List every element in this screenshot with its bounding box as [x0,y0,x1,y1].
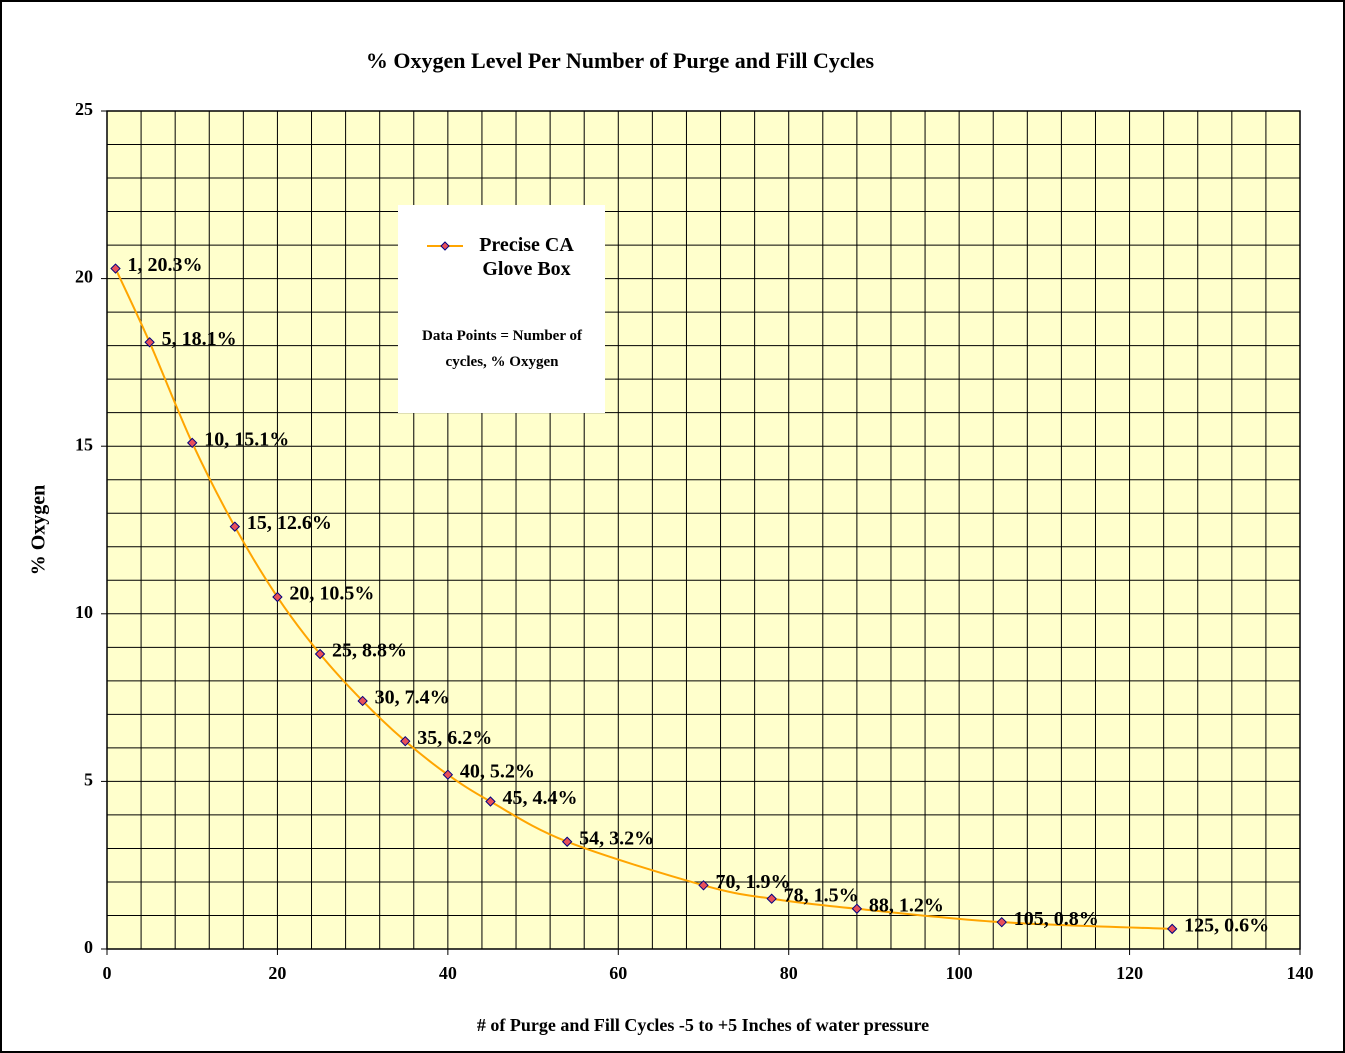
data-point [400,735,411,747]
data-label: 54, 3.2% [579,827,654,849]
data-label: 125, 0.6% [1184,914,1269,936]
x-tick-label: 80 [780,963,798,983]
legend-swatch [427,241,463,251]
x-tick-label: 100 [946,963,973,983]
data-label: 15, 12.6% [247,512,332,534]
x-tick-label: 0 [103,963,112,983]
data-point [766,893,777,904]
data-point [144,337,155,348]
data-label: 88, 1.2% [869,894,944,916]
legend-label: Precise CA Glove Box [479,234,574,280]
y-tick-label: 5 [84,770,93,790]
data-label: 70, 1.9% [716,871,791,893]
x-tick-label: 20 [268,963,286,983]
x-tick-label: 140 [1287,963,1314,983]
data-label: 35, 6.2% [417,727,492,749]
x-tick-label: 40 [439,963,457,983]
data-point [187,437,198,449]
data-point [229,521,241,532]
x-tick-label: 120 [1116,963,1143,983]
data-point [1166,923,1178,935]
y-tick-label: 0 [84,937,93,957]
data-point [561,836,573,847]
y-tick-label: 10 [75,602,93,622]
data-point [110,263,121,274]
y-tick-label: 25 [75,99,93,119]
data-point [272,591,283,603]
data-label: 25, 8.8% [332,640,407,662]
data-point [442,769,454,780]
annotation: Data Points = Number of cycles, % Oxygen [422,328,582,370]
data-point [996,916,1007,928]
y-axis-label: % Oxygen [28,485,50,576]
y-tick-label: 15 [75,434,93,454]
legend: Precise CA Glove Box Data Points = Numbe… [398,205,605,413]
plot-area [107,111,1300,949]
data-label: 105, 0.8% [1014,908,1099,930]
data-point [698,880,709,891]
data-point [485,796,496,807]
data-label: 20, 10.5% [289,583,374,605]
data-label: 30, 7.4% [375,687,450,709]
y-tick-label: 20 [75,267,93,287]
chart-title: % Oxygen Level Per Number of Purge and F… [366,48,875,73]
data-point [314,648,326,660]
x-axis-label: # of Purge and Fill Cycles -5 to +5 Inch… [477,1015,929,1035]
data-label: 1, 20.3% [128,254,203,276]
data-point [851,903,863,914]
data-point [357,695,368,707]
legend-marker [440,241,450,251]
data-label: 45, 4.4% [502,787,577,809]
data-label: 10, 15.1% [204,428,289,450]
plot-border [106,110,1301,950]
data-label: 78, 1.5% [784,884,859,906]
data-label: 40, 5.2% [460,760,535,782]
data-label: 5, 18.1% [162,328,237,350]
x-tick-label: 60 [609,963,627,983]
